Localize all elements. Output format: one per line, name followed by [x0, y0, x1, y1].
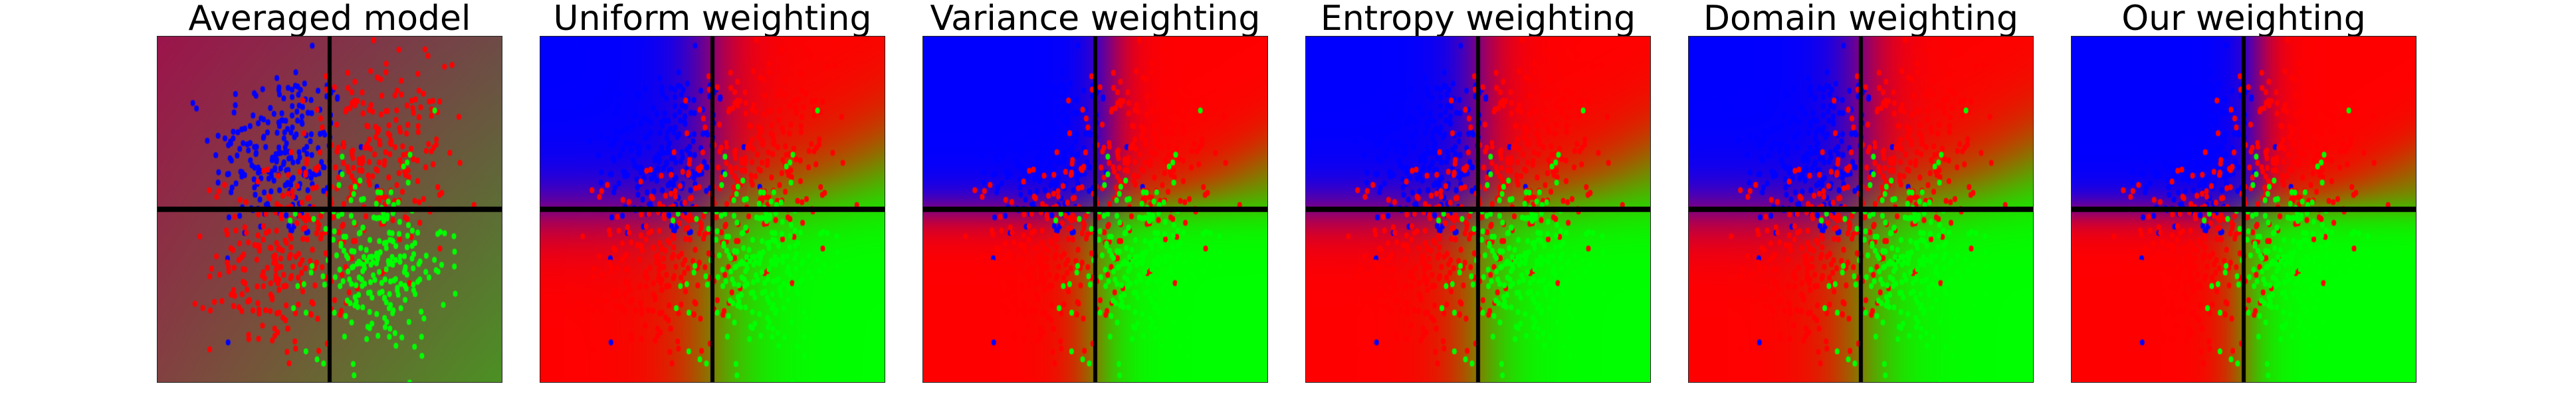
panel-title: Variance weighting — [930, 0, 1261, 39]
panel-5: Domain weighting — [1688, 0, 2034, 412]
panel-6: Our weighting — [2071, 0, 2416, 412]
panel-2: Uniform weighting — [540, 0, 885, 412]
decision-region-plot — [1305, 36, 1651, 383]
panel-4: Entropy weighting — [1305, 0, 1651, 412]
panel-3: Variance weighting — [922, 0, 1268, 412]
panel-title: Domain weighting — [1703, 0, 2019, 39]
panel-1: Averaged model — [157, 0, 502, 412]
decision-region-plot — [157, 36, 502, 383]
panel-title: Entropy weighting — [1320, 0, 1636, 39]
panel-title: Uniform weighting — [553, 0, 872, 39]
decision-region-plot — [1688, 36, 2034, 383]
panel-title: Our weighting — [2121, 0, 2366, 39]
panel-title: Averaged model — [188, 0, 471, 39]
decision-region-plot — [540, 36, 885, 383]
decision-region-plot — [922, 36, 1268, 383]
decision-region-plot — [2071, 36, 2416, 383]
